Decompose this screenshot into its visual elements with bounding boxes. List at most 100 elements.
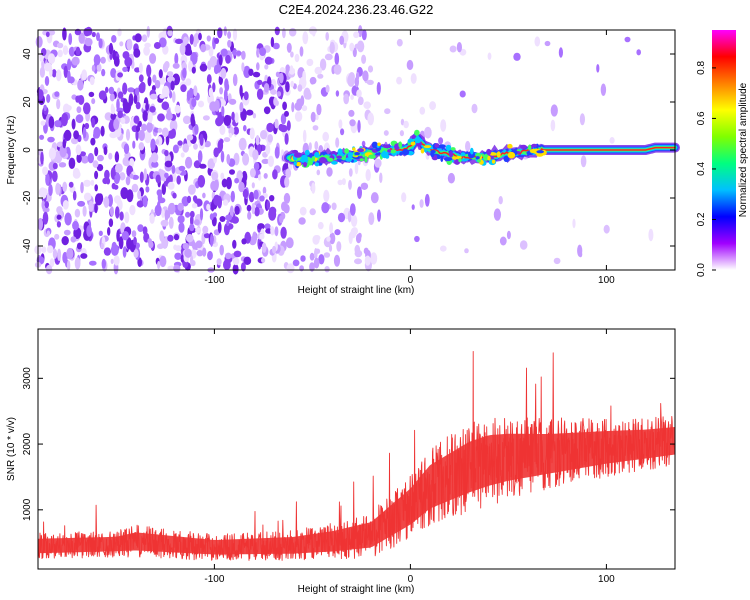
spectrogram-noise-cell (294, 111, 303, 122)
spectrogram-noise-cell (270, 36, 275, 48)
spectrogram-noise-cell (197, 100, 205, 108)
spectrogram-noise-cell (199, 208, 204, 221)
spectrogram-ridge-cell (536, 150, 544, 154)
spectrogram-noise-cell (249, 168, 256, 178)
spectrogram-noise-cell (47, 29, 56, 36)
spectrogram-noise-cell (62, 45, 69, 56)
spectrogram-noise-cell (325, 84, 330, 93)
spectrogram-noise-cell (241, 50, 246, 60)
spectrogram-noise-cell (255, 62, 260, 71)
spectrogram-noise-cell (600, 83, 607, 96)
spectrogram-noise-cell (83, 102, 91, 115)
spectrogram-noise-cell (158, 197, 166, 204)
spectrogram-noise-cell (217, 27, 223, 39)
spectrogram-noise-cell (357, 186, 362, 199)
spectrogram-noise-cell (347, 74, 355, 87)
spectrogram-noise-cell (370, 252, 378, 265)
snr-x-tick-label: 100 (598, 574, 615, 585)
spectrogram-noise-cell (440, 245, 447, 252)
spectrogram-ridge-cell (423, 145, 432, 149)
spectrogram-noise-cell (220, 150, 225, 163)
spectrogram-noise-cell (329, 41, 335, 54)
spectrogram-noise-cell (226, 154, 231, 165)
spectrogram-noise-cell (167, 108, 171, 119)
spectrogram-ridge-cell (303, 161, 307, 168)
spectrogram-noise-cell (294, 53, 300, 63)
spectrogram-noise-cell (142, 110, 148, 122)
spectrogram-noise-cell (40, 151, 44, 165)
spectrogram-ridge-cell (531, 143, 538, 148)
spectrogram-noise-cell (72, 167, 80, 178)
spectrogram-noise-cell (118, 236, 124, 250)
spectrogram-ridge-cell (440, 155, 444, 162)
spectrogram-noise-cell (231, 111, 235, 122)
spectrogram-noise-cell (572, 218, 576, 229)
spectrogram-noise-cell (284, 176, 290, 188)
spectrogram-noise-cell (367, 65, 374, 73)
spectrogram-noise-cell (366, 79, 374, 85)
spectrogram-noise-cell (68, 33, 73, 45)
spectrogram-noise-cell (323, 252, 331, 258)
spectrogram-noise-cell (296, 98, 304, 106)
spectrogram-ridge-cell (528, 144, 532, 151)
spectrogram-noise-cell (131, 183, 139, 193)
spectrogram-noise-cell (203, 233, 210, 239)
spectrogram-noise-cell (257, 174, 262, 181)
spectrogram-ridge-cell (371, 141, 378, 149)
colorbar: 0.0 0.2 0.4 0.6 0.8 Normalized spectral ampl… (696, 30, 749, 277)
spectrogram-ridge-cell (319, 157, 327, 164)
spectrogram-noise-cell (229, 205, 234, 218)
spectrogram-noise-cell (316, 169, 321, 176)
spectrogram-noise-cell (325, 32, 330, 41)
colorbar-tick-label: 0.4 (696, 162, 707, 176)
spectrogram-noise-cell (257, 223, 265, 230)
spectrogram-noise-cell (80, 181, 84, 194)
spectrogram-ridge-cell (382, 144, 391, 149)
spectrogram-noise-cell (138, 74, 144, 83)
spectrogram-noise-cell (153, 42, 161, 49)
snr-y-tick-label: 1000 (22, 498, 33, 521)
spectrogram-noise-cell (145, 102, 150, 112)
spectrogram-noise-cell (86, 225, 92, 237)
spectrogram-noise-cell (347, 210, 352, 223)
spectrogram-noise-cell (311, 182, 316, 194)
spectrogram-noise-cell (91, 31, 96, 38)
spectrogram-ridge-cell (399, 151, 403, 156)
spectrogram-noise-cell (134, 33, 142, 43)
spectrogram-noise-cell (207, 250, 213, 261)
snr-x-tick-label: 0 (408, 574, 414, 585)
spectrogram-noise-cell (160, 219, 169, 227)
spectrogram-noise-cell (126, 189, 134, 203)
spectrogram-noise-cell (348, 179, 352, 190)
spectrogram-noise-cell (309, 76, 317, 85)
spectrogram-noise-cell (98, 38, 103, 49)
spectrogram-noise-cell (183, 36, 189, 46)
spectrogram-ridge-cell (377, 142, 381, 147)
spectrogram-noise-cell (272, 169, 278, 180)
spectrogram-noise-cell (302, 70, 306, 83)
spectrogram-noise-cell (114, 174, 121, 180)
spectrogram-noise-cell (550, 104, 558, 117)
spectrogram-ridge-cell (337, 148, 343, 156)
colorbar-label: Normalized spectral amplitude (738, 82, 749, 217)
spectrogram-noise-cell (167, 181, 175, 190)
spectrogram-y-tick-label: 20 (22, 96, 33, 108)
spectrogram-noise-cell (309, 262, 315, 272)
spectrogram-noise-cell (310, 111, 316, 123)
spectrogram-noise-cell (54, 120, 62, 128)
spectrogram-noise-cell (348, 168, 353, 177)
spectrogram-noise-cell (77, 200, 86, 207)
spectrogram-noise-cell (85, 26, 93, 36)
spectrogram-noise-cell (137, 224, 144, 233)
spectrogram-noise-cell (149, 106, 156, 113)
spectrogram-noise-cell (350, 214, 358, 227)
spectrogram-noise-cell (48, 116, 55, 129)
spectrogram-noise-cell (357, 96, 364, 106)
spectrogram-noise-cell (285, 168, 292, 178)
spectrogram-noise-cell (131, 230, 137, 238)
spectrogram-noise-cell (138, 129, 145, 141)
spectrogram-noise-cell (138, 83, 146, 94)
spectrogram-ridge-cell (390, 149, 397, 154)
spectrogram-noise-cell (227, 31, 232, 39)
